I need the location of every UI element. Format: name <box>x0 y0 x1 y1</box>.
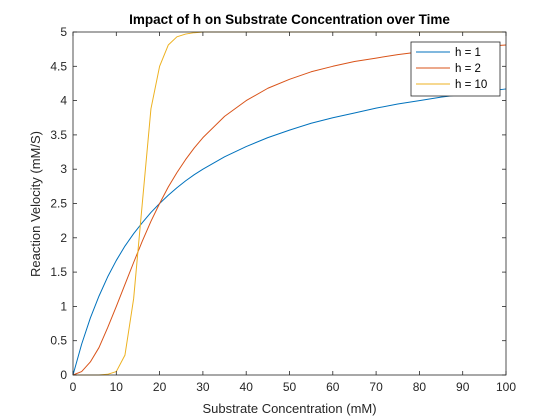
x-tick-label: 10 <box>110 380 124 394</box>
x-tick-label: 0 <box>70 380 77 394</box>
y-tick-label: 5 <box>60 25 67 39</box>
y-tick-label: 1 <box>60 299 67 313</box>
x-tick-label: 50 <box>283 380 297 394</box>
y-axis: 0 0.5 1 1.5 2 2.5 3 3.5 4 4.5 5 <box>50 25 506 382</box>
y-axis-label: Reaction Velocity (mM/S) <box>28 131 43 277</box>
legend-label: h = 1 <box>455 47 481 59</box>
x-tick-label: 100 <box>496 380 516 394</box>
x-axis: 0 10 20 30 40 50 60 70 80 90 100 <box>70 32 516 394</box>
legend: h = 1 h = 2 h = 10 <box>410 41 501 97</box>
y-tick-label: 4.5 <box>50 59 67 73</box>
series-line-2 <box>72 44 507 376</box>
x-tick-label: 70 <box>369 380 383 394</box>
series-line-1 <box>72 88 507 376</box>
chart-title: Impact of h on Substrate Concentration o… <box>129 12 450 27</box>
x-tick-label: 90 <box>456 380 470 394</box>
x-tick-label: 30 <box>196 380 210 394</box>
legend-label: h = 2 <box>455 63 481 75</box>
legend-label: h = 10 <box>455 79 487 91</box>
x-tick-label: 20 <box>153 380 167 394</box>
y-tick-label: 4 <box>60 94 67 108</box>
x-axis-label: Substrate Concentration (mM) <box>202 401 376 416</box>
y-tick-label: 3 <box>60 162 67 176</box>
x-tick-label: 40 <box>240 380 254 394</box>
y-tick-label: 2 <box>60 231 67 245</box>
legend-box <box>410 41 501 97</box>
y-tick-label: 1.5 <box>50 265 67 279</box>
y-tick-label: 2.5 <box>50 197 67 211</box>
y-tick-label: 3.5 <box>50 128 67 142</box>
y-tick-label: 0 <box>60 368 67 382</box>
y-tick-label: 0.5 <box>50 334 67 348</box>
x-tick-label: 80 <box>413 380 427 394</box>
x-tick-label: 60 <box>326 380 340 394</box>
